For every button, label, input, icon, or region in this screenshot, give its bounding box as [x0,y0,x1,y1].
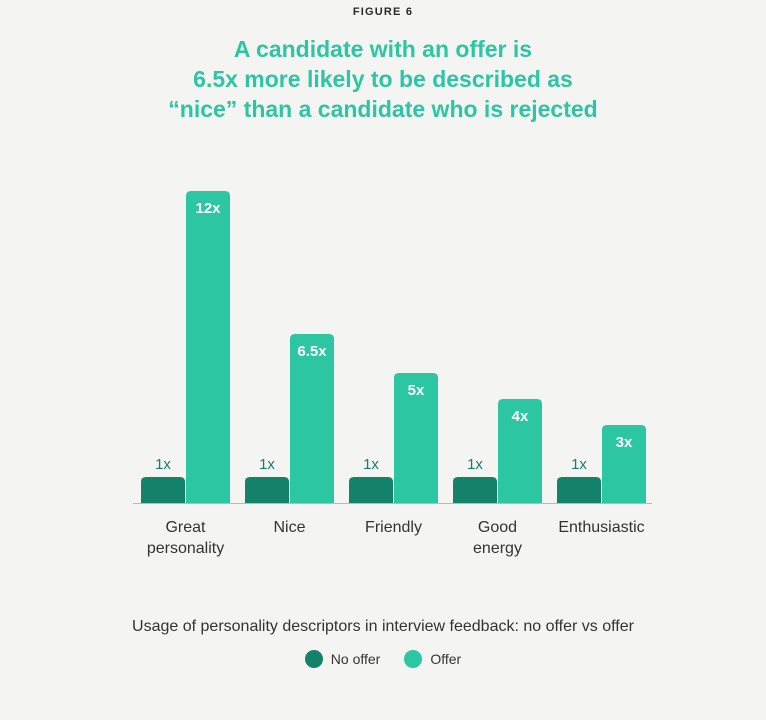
category-label-friendly: Friendly [329,517,459,538]
data-label-offer-enthusiastic: 3x [616,434,633,451]
legend-swatch-no-offer [304,650,323,668]
bar-no-offer-enthusiastic [557,477,601,503]
legend: No offer Offer [0,650,766,668]
data-label-offer-good-energy: 4x [512,408,529,425]
legend-label-no-offer: No offer [330,651,381,667]
data-label-offer-friendly: 5x [408,382,425,399]
chart-caption: Usage of personality descriptors in inte… [132,618,634,635]
bar-no-offer-nice [245,477,289,503]
data-label-no-offer-friendly: 1x [363,456,379,473]
chart-title-line-2: 6.5x more likely to be described as [193,66,573,92]
chart-title-line-3: “nice” than a candidate who is rejected [168,96,598,122]
legend-item-offer: Offer [404,650,461,668]
category-label-line: Nice [273,519,306,536]
chart-title: A candidate with an offer is 6.5x more l… [83,34,683,124]
legend-swatch-offer [404,650,423,668]
figure-label: FIGURE 6 [352,6,414,18]
category-label-line: Good [477,519,518,536]
category-label-line: energy [473,540,522,557]
category-label-line: personality [146,540,225,557]
data-label-offer-great-personality: 12x [195,200,221,217]
legend-item-no-offer: No offer [304,650,381,668]
bar-no-offer-great-personality [141,477,185,503]
category-label-line: Friendly [365,519,422,536]
chart-title-line-1: A candidate with an offer is [233,36,533,62]
category-label-great-personality: Great personality [121,517,251,559]
category-label-enthusiastic: Enthusiastic [537,517,667,538]
bar-no-offer-friendly [349,477,393,503]
bar-offer-friendly [394,373,438,503]
data-label-offer-nice: 6.5x [297,343,327,360]
data-label-no-offer-good-energy: 1x [467,456,483,473]
legend-label-offer: Offer [430,651,462,667]
category-label-good-energy: Good energy [433,517,563,559]
bar-offer-great-personality [186,191,230,503]
bar-offer-enthusiastic [602,425,646,503]
bar-offer-nice [290,334,334,503]
bar-no-offer-good-energy [453,477,497,503]
bar-chart: 1x 12x 1x 6.5x 1x 5x 1x 4x 1x 3x [133,191,652,504]
data-label-no-offer-great-personality: 1x [155,456,171,473]
bar-offer-good-energy [498,399,542,503]
data-label-no-offer-enthusiastic: 1x [571,456,587,473]
category-label-nice: Nice [225,517,355,538]
category-label-line: Great [165,519,206,536]
data-label-no-offer-nice: 1x [259,456,275,473]
category-label-line: Enthusiastic [558,519,645,536]
